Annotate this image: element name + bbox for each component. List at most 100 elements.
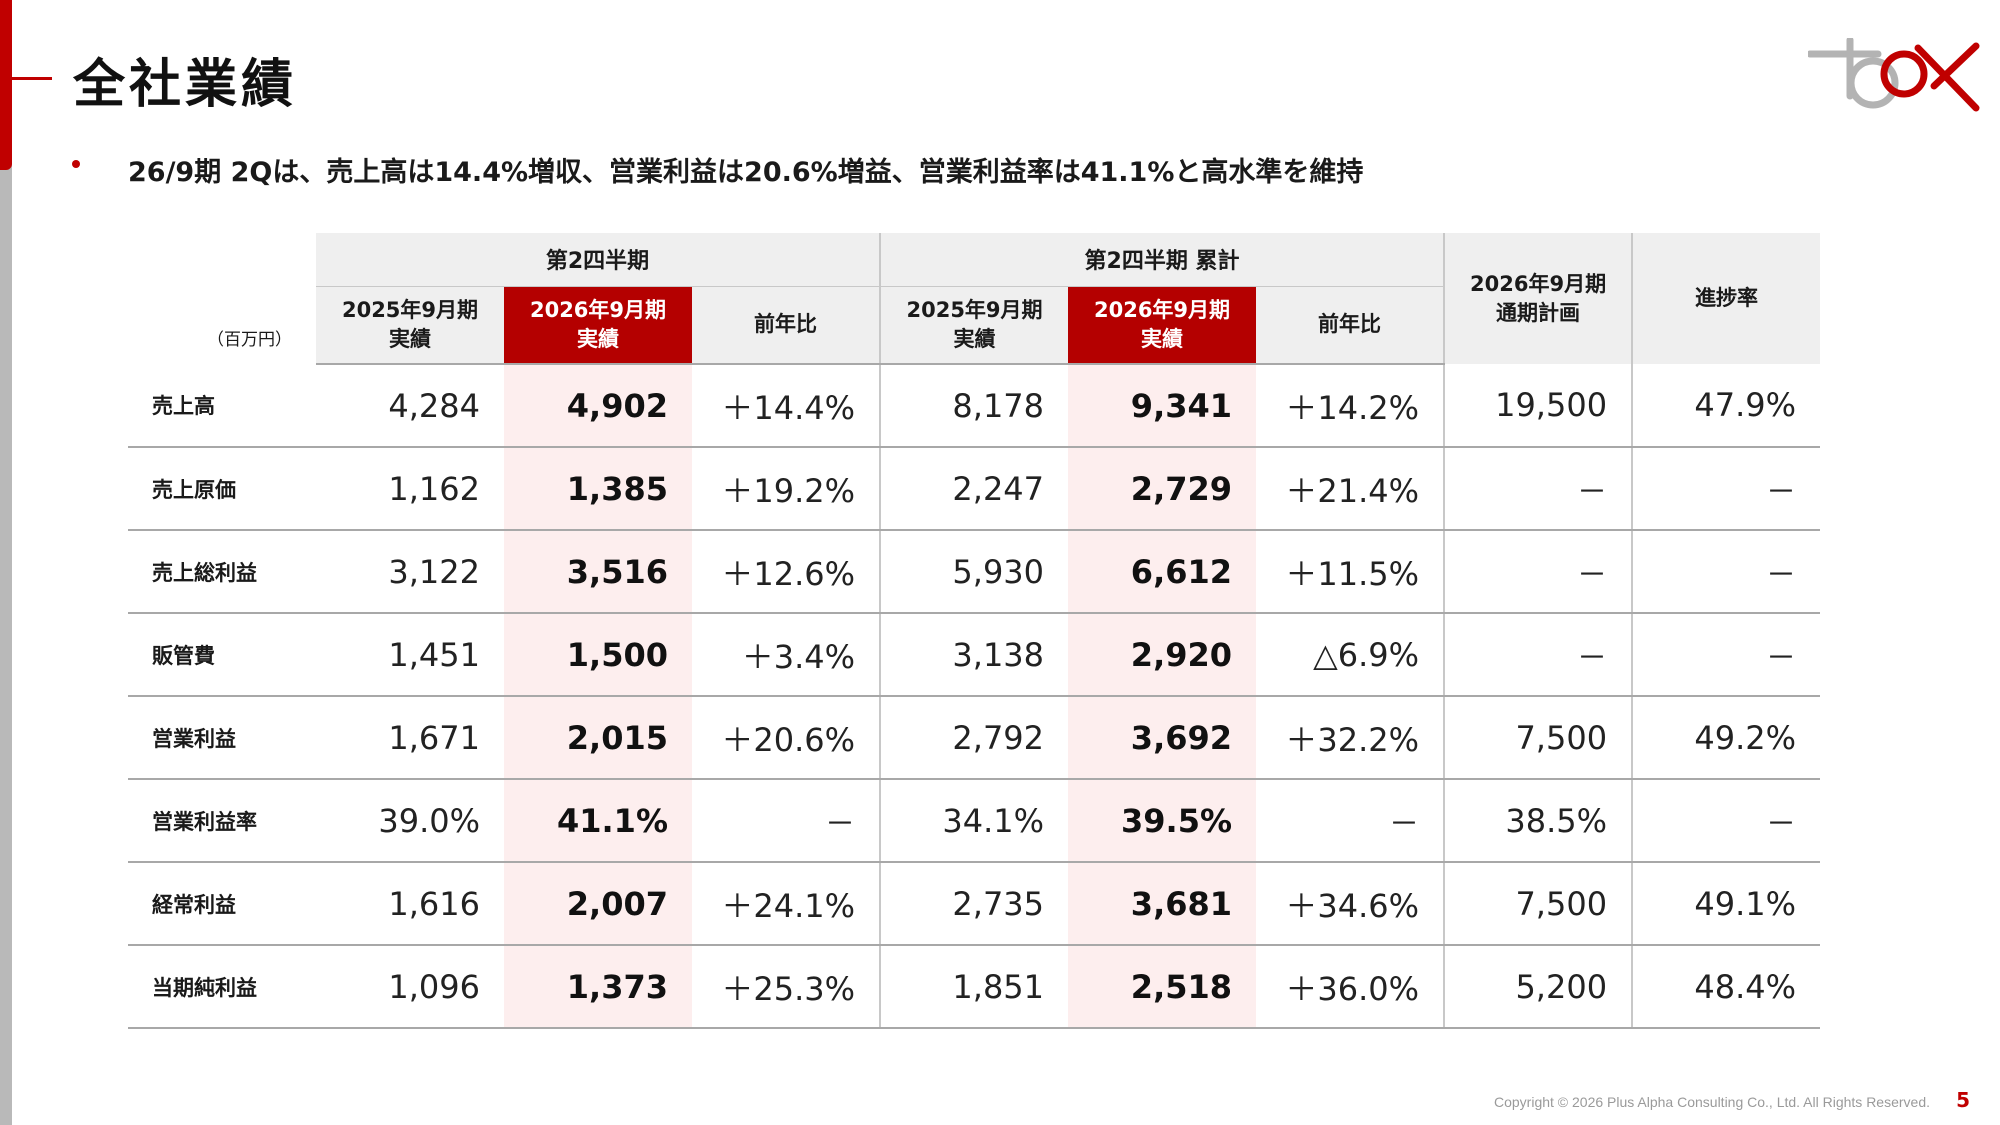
row-label: 売上原価 [128, 447, 316, 531]
cell-cumulative-curr: 3,692 [1068, 696, 1257, 780]
table-row: 売上原価 1,162 1,385 ＋19.2% 2,247 2,729 ＋21.4% －－ [128, 447, 1821, 531]
cell-quarter-prev: 1,162 [316, 447, 504, 531]
cell-cumulative-yoy: ＋36.0% [1256, 945, 1446, 1029]
row-label: 販管費 [128, 613, 316, 697]
cell-plan: － [1444, 447, 1634, 531]
cell-quarter-yoy: ＋24.1% [692, 862, 882, 946]
row-label: 当期純利益 [128, 945, 316, 1029]
table-row: 当期純利益 1,096 1,373 ＋25.3% 1,851 2,518 ＋36.0% 5,2… [128, 945, 1821, 1029]
cell-cumulative-prev: 2,792 [880, 696, 1069, 780]
row-label: 営業利益率 [128, 779, 316, 863]
cell-quarter-curr: 1,385 [504, 447, 692, 531]
left-accent-bar-red [0, 0, 12, 170]
header-quarter-curr-line1: 2026年9月期 [529, 297, 667, 322]
cell-cumulative-curr: 9,341 [1068, 364, 1257, 448]
header-quarter-prev-line2: 実績 [389, 326, 431, 351]
cell-plan: 38.5% [1444, 779, 1634, 863]
cell-cumulative-prev: 1,851 [880, 945, 1069, 1029]
header-cumulative-prev: 2025年9月期 実績 [880, 286, 1069, 365]
cell-quarter-curr: 1,500 [504, 613, 692, 697]
header-quarter-curr-line2: 実績 [577, 326, 619, 351]
table-row: 売上高 4,284 4,902 ＋14.4% 8,178 9,341 ＋14.2% 19,50… [128, 364, 1821, 448]
table-row: 営業利益率 39.0% 41.1% － 34.1% 39.5% － 38.5% － [128, 779, 1821, 863]
cell-cumulative-prev: 3,138 [880, 613, 1069, 697]
header-full-year-plan: 2026年9月期 通期計画 [1444, 233, 1634, 364]
page-title: 全社業績 [73, 55, 298, 115]
cell-plan: － [1444, 613, 1634, 697]
cell-cumulative-curr: 39.5% [1068, 779, 1257, 863]
cell-cumulative-curr: 2,920 [1068, 613, 1257, 697]
table-body: 売上高 4,284 4,902 ＋14.4% 8,178 9,341 ＋14.2% 19,50… [128, 364, 1821, 1029]
cell-cumulative-curr: 6,612 [1068, 530, 1257, 614]
table-row: 経常利益 1,616 2,007 ＋24.1% 2,735 3,681 ＋34.6% 7,50… [128, 862, 1821, 946]
cell-cumulative-curr: 2,729 [1068, 447, 1257, 531]
cell-quarter-prev: 1,096 [316, 945, 504, 1029]
header-cumulative-curr: 2026年9月期 実績 [1068, 286, 1257, 365]
cell-cumulative-prev: 2,735 [880, 862, 1069, 946]
page-number: 5 [1956, 1088, 1970, 1112]
unit-label: （百万円） [128, 233, 316, 364]
copyright-text: Copyright © 2026 Plus Alpha Consulting C… [1494, 1094, 1930, 1110]
cell-quarter-yoy: ＋12.6% [692, 530, 882, 614]
cell-quarter-prev: 1,671 [316, 696, 504, 780]
row-label: 売上高 [128, 364, 316, 448]
header-cumulative-yoy: 前年比 [1256, 286, 1446, 365]
header-cumulative-curr-line2: 実績 [1141, 326, 1184, 351]
table-row: 販管費 1,451 1,500 ＋3.4% 3,138 2,920 △6.9% －－ [128, 613, 1821, 697]
header-cumulative-curr-line1: 2026年9月期 [1093, 297, 1231, 322]
header-cumulative-prev-line1: 2025年9月期 [906, 297, 1043, 322]
cell-quarter-curr: 2,015 [504, 696, 692, 780]
cell-progress: － [1632, 447, 1821, 531]
cell-quarter-yoy: ＋14.4% [692, 364, 882, 448]
table-row: 売上総利益 3,122 3,516 ＋12.6% 5,930 6,612 ＋11.5% －－ [128, 530, 1821, 614]
cell-quarter-prev: 4,284 [316, 364, 504, 448]
row-label: 営業利益 [128, 696, 316, 780]
cell-cumulative-prev: 5,930 [880, 530, 1069, 614]
cell-plan: 19,500 [1444, 364, 1634, 448]
title-rule [0, 77, 52, 80]
header-plan-line2: 通期計画 [1496, 300, 1581, 325]
cell-progress: 49.2% [1632, 696, 1821, 780]
cell-quarter-yoy: － [692, 779, 882, 863]
table-row: 営業利益 1,671 2,015 ＋20.6% 2,792 3,692 ＋32.2% 7,50… [128, 696, 1821, 780]
cell-quarter-yoy: ＋3.4% [692, 613, 882, 697]
cell-progress: － [1632, 779, 1821, 863]
header-quarter-prev: 2025年9月期 実績 [316, 286, 504, 365]
cell-quarter-curr: 4,902 [504, 364, 692, 448]
cell-cumulative-curr: 3,681 [1068, 862, 1257, 946]
cell-plan: 7,500 [1444, 862, 1634, 946]
header-quarter-prev-line1: 2025年9月期 [341, 297, 479, 322]
header-cumulative-prev-line2: 実績 [953, 326, 996, 351]
cell-plan: 5,200 [1444, 945, 1634, 1029]
cell-quarter-curr: 2,007 [504, 862, 692, 946]
header-quarter-yoy: 前年比 [692, 286, 882, 365]
company-logo-icon [1808, 38, 1980, 112]
header-plan-line1: 2026年9月期 [1470, 271, 1607, 296]
group-header-quarter: 第2四半期 [316, 233, 882, 287]
cell-quarter-prev: 3,122 [316, 530, 504, 614]
cell-cumulative-yoy: ＋34.6% [1256, 862, 1446, 946]
cell-quarter-yoy: ＋19.2% [692, 447, 882, 531]
row-label: 売上総利益 [128, 530, 316, 614]
cell-progress: － [1632, 613, 1821, 697]
cell-quarter-yoy: ＋25.3% [692, 945, 882, 1029]
cell-plan: － [1444, 530, 1634, 614]
summary-text: 26/9期 2Qは、売上高は14.4%増収、営業利益は20.6%増益、営業利益率… [128, 157, 1364, 188]
cell-progress: 48.4% [1632, 945, 1821, 1029]
cell-cumulative-prev: 2,247 [880, 447, 1069, 531]
cell-progress: 47.9% [1632, 364, 1821, 448]
row-label: 経常利益 [128, 862, 316, 946]
cell-cumulative-yoy: ＋14.2% [1256, 364, 1446, 448]
cell-cumulative-yoy: △6.9% [1256, 613, 1446, 697]
cell-cumulative-curr: 2,518 [1068, 945, 1257, 1029]
cell-cumulative-yoy: － [1256, 779, 1446, 863]
cell-quarter-curr: 1,373 [504, 945, 692, 1029]
cell-quarter-yoy: ＋20.6% [692, 696, 882, 780]
cell-cumulative-prev: 8,178 [880, 364, 1069, 448]
cell-progress: 49.1% [1632, 862, 1821, 946]
header-progress: 進捗率 [1632, 233, 1821, 364]
results-table: （百万円） 第2四半期 第2四半期 累計 2026年9月期 通期計画 進捗率 2… [128, 233, 1821, 1029]
bullet-point [72, 160, 80, 168]
cell-quarter-prev: 39.0% [316, 779, 504, 863]
cell-cumulative-yoy: ＋32.2% [1256, 696, 1446, 780]
